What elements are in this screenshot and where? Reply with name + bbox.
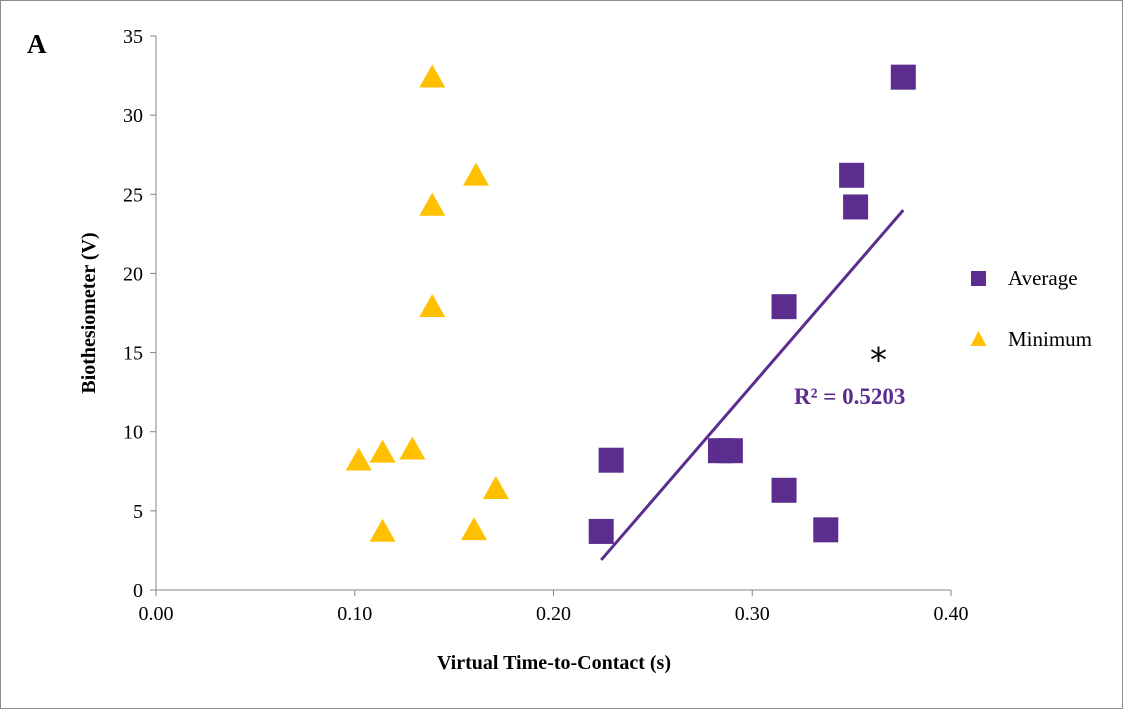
legend-marker-minimum — [970, 331, 987, 346]
significance-marker: * — [870, 340, 887, 380]
y-tick-label: 20 — [123, 263, 143, 285]
data-point-average — [588, 518, 614, 544]
legend-marker-average — [971, 271, 986, 286]
chart-marks — [345, 64, 916, 561]
x-tick-label: 0.20 — [536, 603, 571, 625]
data-point-average — [813, 517, 839, 543]
data-point-minimum — [419, 64, 446, 88]
data-point-minimum — [369, 439, 396, 463]
y-tick-label: 15 — [123, 343, 143, 365]
data-point-average — [598, 447, 624, 473]
data-point-minimum — [419, 293, 446, 317]
y-tick-label: 10 — [123, 422, 143, 444]
legend-label-average: Average — [1008, 266, 1078, 290]
data-point-minimum — [461, 517, 487, 541]
legend-label-minimum: Minimum — [1008, 327, 1092, 351]
data-point-average — [890, 64, 916, 90]
data-point-minimum — [369, 518, 396, 542]
axes: 0 5 10 15 20 25 30 35 0.00 0.10 0.20 0.30 0.40 — [123, 26, 969, 625]
data-point-minimum — [399, 436, 426, 460]
data-point-average — [771, 294, 797, 320]
trendline — [600, 209, 905, 561]
x-tick-label: 0.10 — [337, 603, 372, 625]
y-tick-label: 5 — [133, 501, 143, 523]
y-axis-title: Biothesiometer (V) — [78, 232, 100, 393]
data-point-minimum — [345, 447, 372, 471]
data-point-minimum — [482, 476, 509, 500]
data-point-minimum — [462, 162, 489, 186]
data-point-minimum — [419, 192, 446, 216]
x-tick-label: 0.00 — [139, 603, 174, 625]
y-tick-label: 35 — [123, 26, 143, 48]
x-tick-label: 0.40 — [934, 603, 969, 625]
y-tick-label: 0 — [133, 580, 143, 602]
data-point-average — [717, 438, 743, 464]
data-point-average — [839, 162, 865, 188]
panel-label: A — [27, 29, 47, 59]
y-tick-label: 30 — [123, 105, 143, 127]
y-tick-label: 25 — [123, 184, 143, 206]
x-axis-title: Virtual Time-to-Contact (s) — [437, 652, 671, 674]
x-tick-label: 0.30 — [735, 603, 770, 625]
legend: Average Minimum — [970, 266, 1092, 351]
data-point-average — [771, 477, 797, 503]
data-point-average — [843, 194, 869, 220]
r-squared-label: R² = 0.5203 — [794, 384, 905, 409]
